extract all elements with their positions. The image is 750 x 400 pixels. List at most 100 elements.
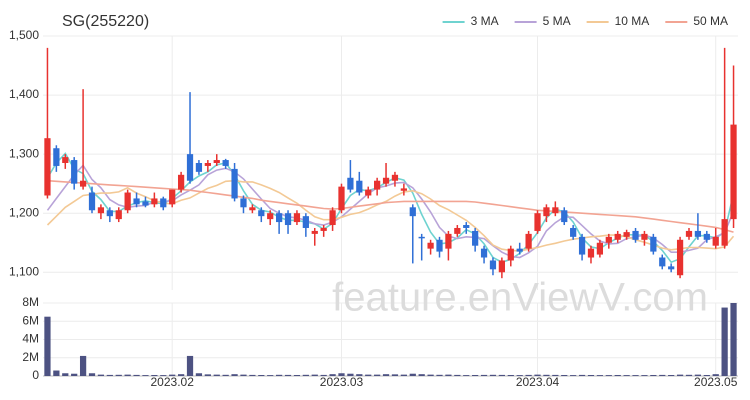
- volume-bar: [463, 375, 470, 376]
- candle-body: [302, 216, 309, 228]
- volume-bar: [302, 374, 309, 376]
- volume-bar: [427, 374, 434, 376]
- candle-body: [320, 227, 327, 231]
- volume-bar: [88, 373, 96, 376]
- candle-body: [703, 233, 710, 240]
- candle-body: [632, 230, 639, 240]
- volume-bar: [605, 375, 612, 376]
- candle-body: [186, 154, 194, 181]
- candle-body: [151, 198, 158, 205]
- candle-body: [284, 213, 292, 226]
- volume-bar: [676, 374, 684, 376]
- candle-body: [222, 160, 229, 166]
- volume-bar: [124, 374, 131, 376]
- candle-body: [329, 210, 336, 226]
- candle-body: [712, 236, 719, 246]
- candle-body: [53, 148, 60, 166]
- volume-bar: [382, 374, 390, 376]
- volume-bar: [498, 374, 505, 376]
- volume-bar: [668, 374, 675, 376]
- y-tick-label: 1,500: [9, 28, 39, 42]
- candle-body: [516, 248, 523, 252]
- candle-body: [347, 177, 354, 190]
- volume-bar: [249, 374, 256, 376]
- volume-bar: [267, 375, 274, 376]
- volume-bar: [195, 373, 203, 376]
- candle-body: [730, 124, 737, 220]
- candle-body: [365, 189, 372, 196]
- volume-tick-label: 8M: [22, 295, 39, 309]
- candle-body: [694, 230, 702, 237]
- candle-body: [418, 236, 425, 239]
- volume-bar: [222, 374, 229, 376]
- volume-bar: [71, 373, 78, 376]
- legend-label: 50 MA: [693, 14, 728, 28]
- volume-bar: [400, 374, 407, 376]
- volume-bar: [570, 375, 577, 376]
- volume-bar: [44, 316, 51, 376]
- volume-bar: [115, 374, 122, 376]
- volume-bar: [650, 374, 657, 376]
- volume-tick-label: 0: [32, 368, 39, 382]
- y-tick-label: 1,100: [9, 264, 39, 278]
- candle-body: [311, 230, 318, 234]
- volume-bar: [204, 374, 211, 376]
- candle-body: [587, 248, 595, 258]
- candle-body: [391, 174, 399, 181]
- candle-body: [177, 174, 185, 190]
- volume-bar: [409, 373, 416, 376]
- y-tick-label: 1,300: [9, 146, 39, 160]
- volume-bar: [311, 374, 318, 376]
- candle-body: [160, 198, 167, 208]
- candle-body: [614, 233, 621, 240]
- volume-bar: [142, 375, 149, 376]
- candle-body: [249, 207, 256, 211]
- candle-body: [721, 219, 728, 246]
- candle-body: [79, 180, 87, 187]
- volume-bar: [489, 374, 497, 376]
- y-tick-label: 1,400: [9, 87, 39, 101]
- x-tick-label: 2023.03: [320, 375, 364, 389]
- volume-bar: [186, 355, 194, 376]
- candle-body: [525, 233, 532, 249]
- legend-label: 5 MA: [543, 14, 571, 28]
- candle-body: [623, 232, 630, 237]
- volume-bar: [213, 374, 220, 376]
- volume-bar: [169, 374, 176, 376]
- candle-body: [374, 180, 381, 190]
- legend-label: 10 MA: [615, 14, 650, 28]
- volume-bar: [347, 373, 354, 376]
- volume-bar: [561, 374, 568, 376]
- candle-body: [231, 168, 238, 199]
- candle-body: [507, 248, 514, 261]
- volume-bar: [596, 375, 604, 376]
- volume-bar: [418, 374, 425, 376]
- volume-bar: [160, 375, 167, 376]
- candle-body: [142, 201, 149, 206]
- candle-body: [463, 225, 470, 228]
- volume-bar: [623, 375, 630, 376]
- volume-tick-label: 6M: [22, 313, 39, 327]
- x-tick-label: 2023.02: [151, 375, 195, 389]
- volume-bar: [445, 374, 452, 376]
- volume-bar: [552, 374, 559, 376]
- candle-body: [356, 180, 363, 193]
- candle-body: [97, 207, 105, 214]
- candle-body: [427, 242, 434, 249]
- candle-body: [596, 242, 604, 255]
- volume-bar: [258, 374, 265, 376]
- candle-body: [88, 192, 96, 211]
- candle-body: [472, 230, 479, 246]
- volume-bar: [578, 374, 586, 376]
- volume-bar: [356, 374, 363, 376]
- volume-bar: [721, 307, 728, 376]
- volume-bar: [587, 374, 595, 376]
- candle-body: [552, 207, 559, 214]
- volume-bar: [53, 370, 60, 376]
- candle-body: [480, 248, 488, 258]
- volume-bar: [659, 374, 666, 376]
- candle-body: [409, 207, 416, 217]
- x-tick-label: 2023.05: [694, 375, 738, 389]
- volume-bar: [614, 374, 621, 376]
- volume-bar: [391, 374, 399, 376]
